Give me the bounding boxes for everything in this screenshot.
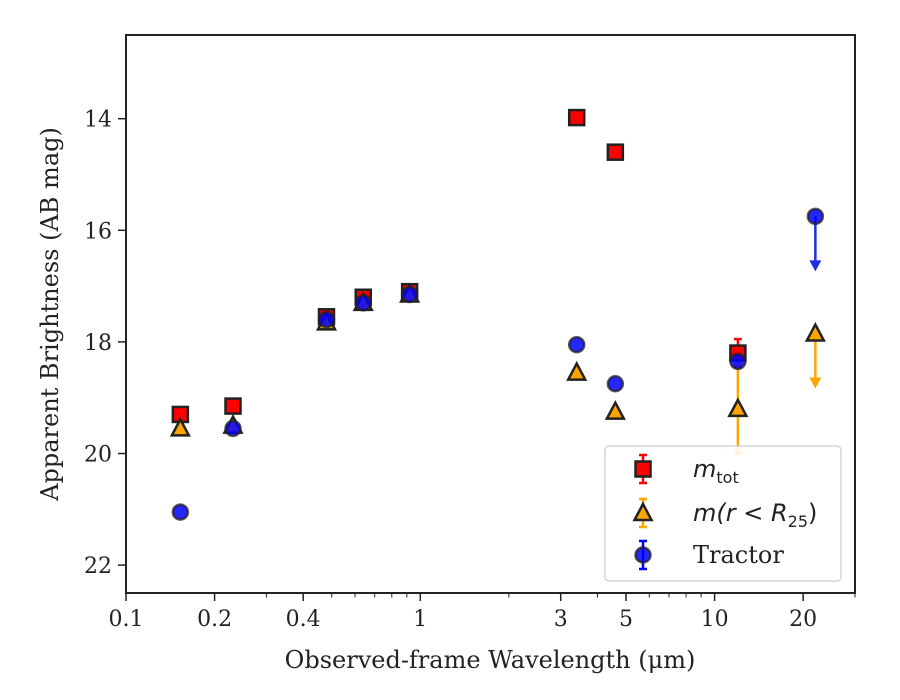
series-mr25 [169, 282, 826, 455]
y-tick-label: 16 [84, 219, 112, 244]
x-axis-label: Observed-frame Wavelength (μm) [285, 646, 696, 674]
data-markers [169, 108, 826, 521]
x-tick-label: 0.2 [197, 607, 232, 632]
legend-label-mtot: mtot [693, 455, 739, 487]
legend-box [604, 445, 842, 582]
data-point-mtot [606, 143, 625, 161]
legend-marker-mtot [634, 460, 652, 478]
x-tick-label: 10 [701, 607, 729, 632]
x-tick-label: 5 [619, 607, 633, 632]
legend-marker-tractor [634, 546, 652, 564]
data-point-tractor [400, 285, 419, 304]
upper-limit-arrowhead [809, 260, 822, 272]
data-point-mr25 [566, 360, 588, 381]
y-tick-label: 20 [84, 443, 112, 468]
legend-entry-mtot: mtot [634, 453, 739, 487]
y-tick-label: 22 [84, 554, 112, 579]
data-point-tractor [354, 294, 373, 312]
x-tick-label: 1 [413, 607, 427, 632]
y-tick-label: 18 [84, 331, 112, 356]
y-axis-label: Apparent Brightness (AB mag) [36, 127, 64, 502]
legend-label-mr25: m(r < R25) [693, 499, 817, 531]
data-point-mr25 [727, 397, 749, 418]
data-point-mr25 [804, 321, 826, 342]
data-point-tractor [567, 335, 586, 354]
legend-entry-mr25: m(r < R25) [632, 497, 817, 531]
y-axis: 14 16 18 20 22 [84, 108, 126, 579]
data-point-tractor [317, 310, 336, 329]
data-point-tractor [224, 419, 242, 438]
data-point-mr25 [169, 416, 191, 437]
x-tick-label: 20 [789, 607, 817, 632]
plot-frame [125, 34, 856, 594]
upper-limit-arrowhead [809, 377, 822, 389]
y-tick-label: 14 [84, 108, 112, 133]
x-axis: 0.1 0.2 0.4 1 3 5 10 20 [109, 593, 856, 632]
series-mtot [171, 108, 747, 424]
data-point-mtot [224, 397, 242, 415]
legend: mtot m(r < R25) Tractor [604, 445, 842, 582]
data-point-mr25 [604, 399, 626, 420]
data-point-tractor [806, 207, 825, 226]
legend-label-tractor: Tractor [693, 541, 784, 569]
data-point-tractor [171, 503, 190, 521]
x-tick-label: 0.4 [286, 607, 321, 632]
legend-entry-tractor: Tractor [634, 539, 784, 571]
legend-marker-mr25 [632, 501, 654, 522]
data-point-tractor [729, 352, 747, 371]
upper-limit-arrow [809, 333, 822, 389]
data-point-mtot [567, 108, 586, 127]
x-tick-label: 3 [554, 607, 568, 632]
data-point-tractor [606, 375, 625, 393]
series-tractor [171, 207, 825, 521]
x-tick-label: 0.1 [109, 607, 144, 632]
